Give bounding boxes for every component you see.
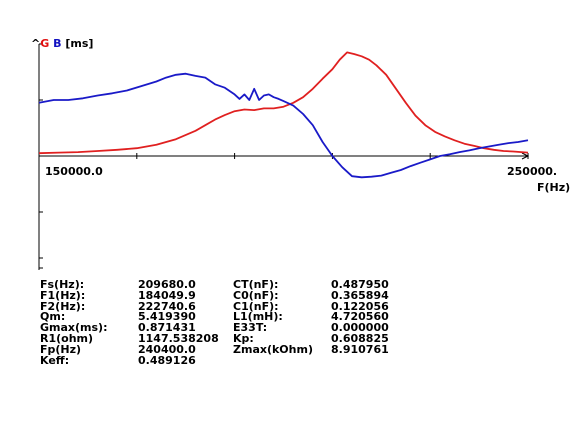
param-value: 222740.6: [138, 299, 196, 313]
param-value: 0.000000: [331, 321, 389, 335]
param-label: C1(nF):: [233, 299, 279, 313]
param-value: 8.910761: [331, 342, 389, 356]
param-value: 0.608825: [331, 331, 389, 345]
param-label: L1(mH):: [233, 310, 283, 324]
param-value: 0.122056: [331, 299, 389, 313]
param-value: 0.487950: [331, 278, 389, 291]
param-label: Fp(Hz): [40, 342, 82, 356]
series-line-b: [38, 72, 529, 179]
y-axis-label: ^G B [ms]: [31, 37, 93, 50]
y-series-g-label: G: [40, 37, 50, 50]
x-max-label: 250000.: [507, 165, 558, 178]
param-value: 184049.9: [138, 288, 196, 302]
param-value: 209680.0: [138, 278, 196, 291]
param-values-col1: 209680.0 184049.9 222740.6 5.419390 0.87…: [138, 278, 219, 367]
param-label: Fs(Hz):: [40, 278, 85, 291]
param-label: F1(Hz):: [40, 288, 86, 302]
series-line-g: [38, 51, 529, 155]
param-label: Zmax(kOhm): [233, 342, 313, 356]
plot-area: [38, 43, 530, 270]
param-values-col2: 0.487950 0.365894 0.122056 4.720560 0.00…: [331, 278, 389, 356]
param-value: 5.419390: [138, 310, 196, 324]
y-axis-arrow: ^: [31, 37, 41, 50]
param-labels-col1: Fs(Hz): F1(Hz): F2(Hz): Qm: Gmax(ms): R1…: [40, 278, 108, 367]
param-label: CT(nF):: [233, 278, 279, 291]
y-series-b-label: B: [53, 37, 62, 50]
param-labels-col2: CT(nF): C0(nF): C1(nF): L1(mH): E33T: Kp…: [233, 278, 313, 356]
param-label: R1(ohm): [40, 331, 94, 345]
param-label: E33T:: [233, 321, 268, 335]
param-value: 4.720560: [331, 310, 389, 324]
param-label: Qm:: [40, 310, 66, 324]
param-label: Keff:: [40, 353, 70, 367]
param-label: F2(Hz):: [40, 299, 86, 313]
x-unit-label: F(Hz): [537, 181, 571, 194]
x-min-label: 150000.0: [45, 165, 103, 178]
param-label: C0(nF):: [233, 288, 279, 302]
param-value: 1147.538208: [138, 331, 219, 345]
param-value: 0.365894: [331, 288, 389, 302]
param-label: Gmax(ms):: [40, 321, 108, 335]
param-label: Kp:: [233, 331, 254, 345]
param-value: 0.871431: [138, 321, 196, 335]
y-unit-label: [ms]: [65, 37, 94, 50]
param-value: 0.489126: [138, 353, 196, 367]
param-value: 240400.0: [138, 342, 196, 356]
